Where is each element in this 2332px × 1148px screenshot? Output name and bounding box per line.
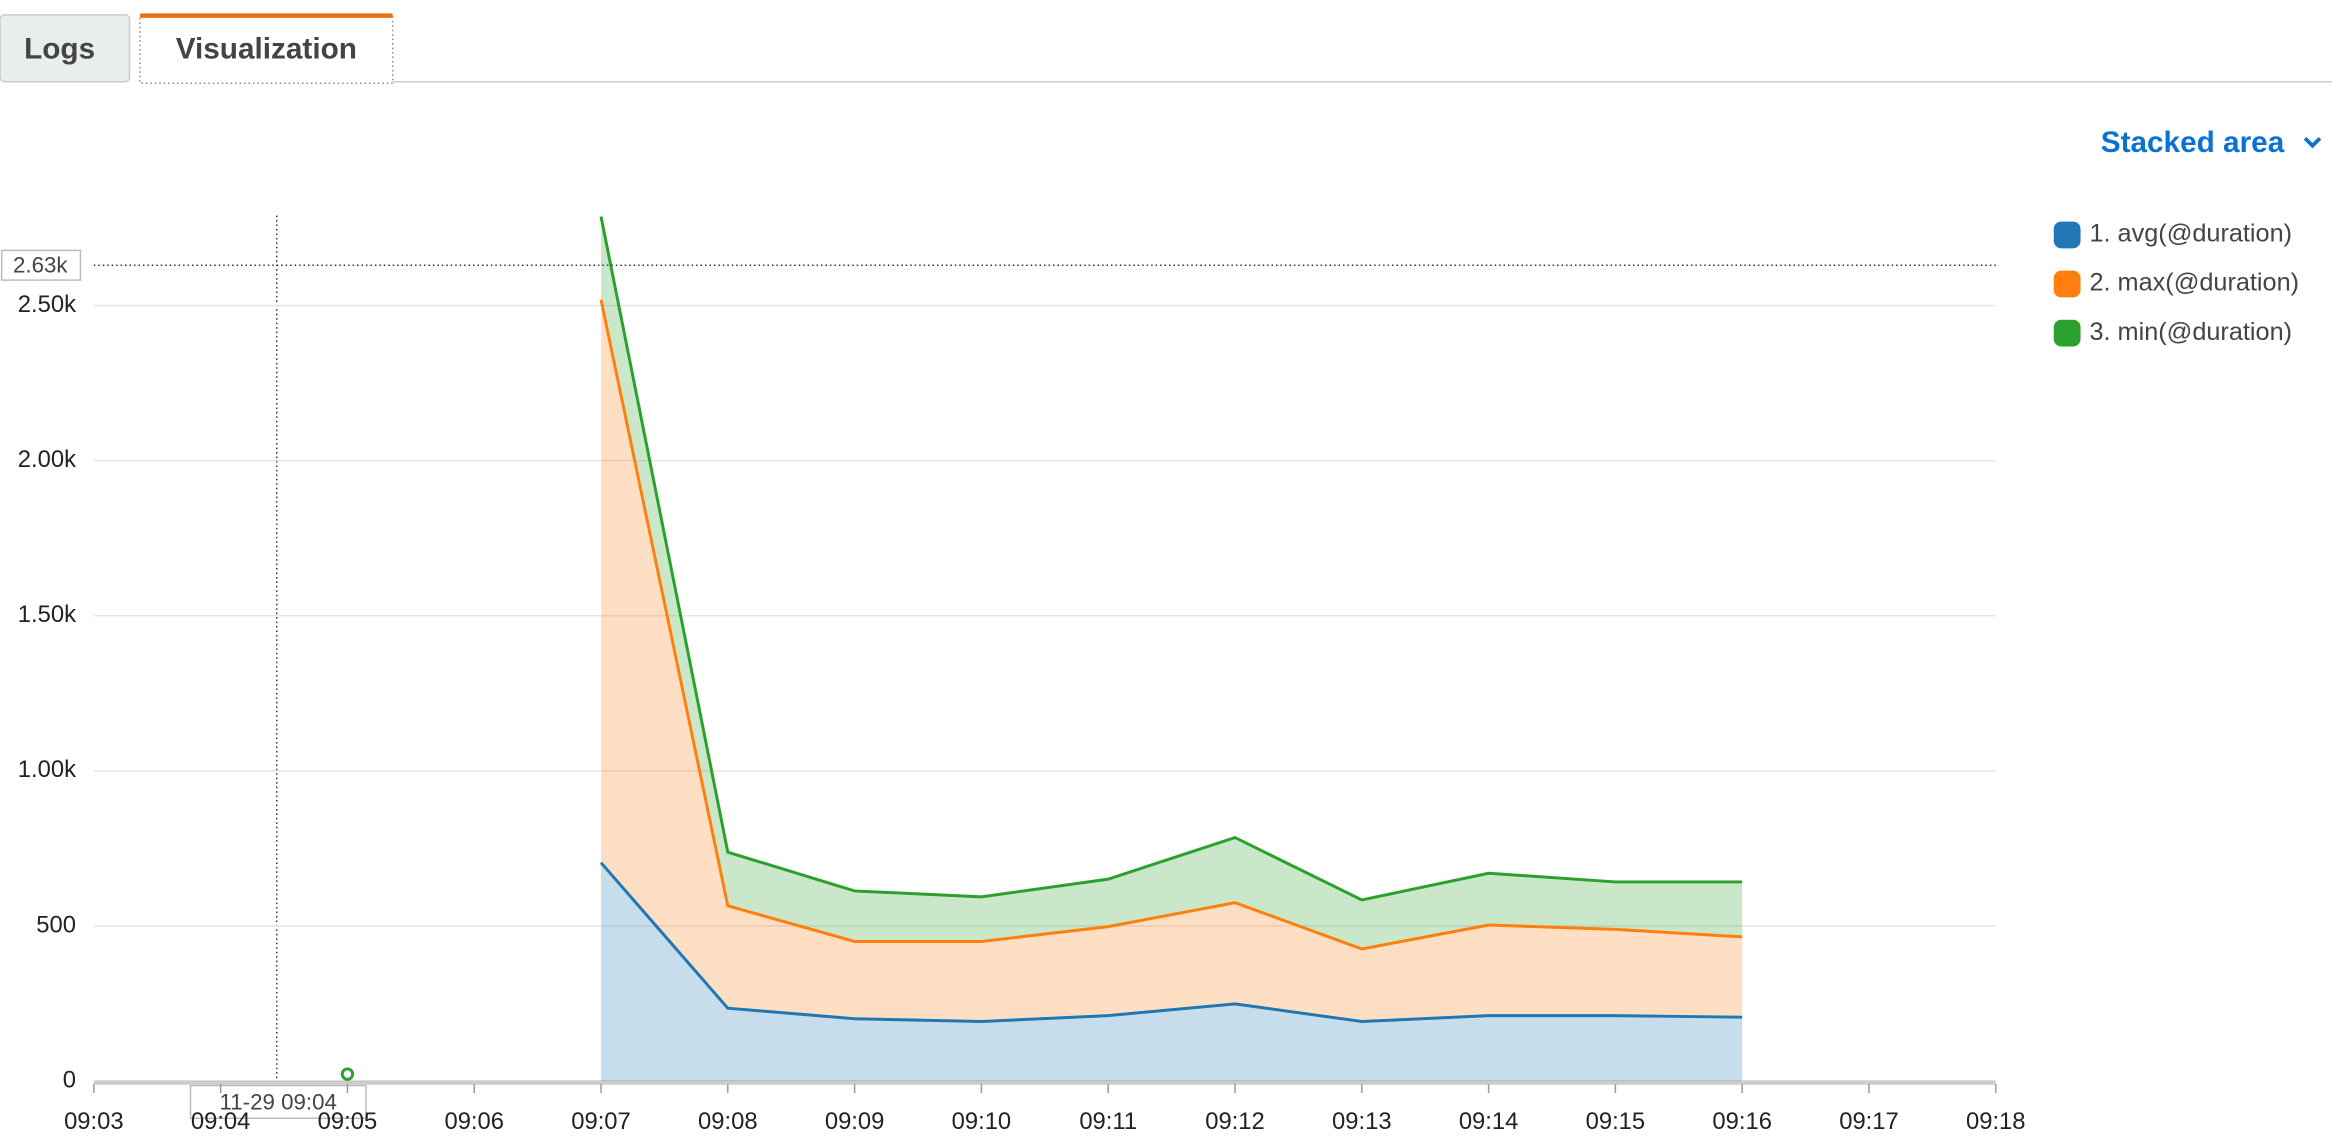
legend-label: 1. avg(@duration): [2089, 220, 2292, 248]
x-tick-label: 09:15: [1586, 1108, 1646, 1135]
y-tick-label: 2.50k: [18, 291, 76, 318]
y-tick-label: 2.00k: [18, 446, 76, 473]
x-tick-label: 09:07: [571, 1108, 631, 1135]
crosshair-x-box: [189, 1084, 367, 1120]
y-tick-label: 500: [36, 911, 76, 938]
line: [599, 216, 1743, 902]
legend-label: 2. max(@duration): [2089, 269, 2299, 297]
logs-tab-label[interactable]: Logs: [24, 32, 95, 65]
area: [601, 216, 1743, 949]
x-tick-label: 09:17: [1839, 1108, 1899, 1135]
x-tick-label: 09:18: [1966, 1108, 2026, 1135]
area: [601, 862, 1743, 1082]
x-tick-label: 09:13: [1332, 1108, 1392, 1135]
tab-bar: Logs Visualization: [0, 13, 2332, 85]
y-tick-label: 1.50k: [18, 601, 76, 628]
x-tick-label: 09:04: [191, 1108, 251, 1135]
x-tick-label: 09:16: [1712, 1108, 1772, 1135]
x-tick-label: 09:06: [444, 1108, 504, 1135]
x-tick-label: 09:05: [318, 1108, 378, 1135]
line: [599, 299, 1743, 951]
y-tick-label: 0: [63, 1066, 76, 1093]
view-selector[interactable]: Stacked area: [2101, 126, 2285, 159]
legend-swatch: [2053, 221, 2081, 249]
crosshair-x-label: 11-29 09:04: [220, 1089, 337, 1114]
crosshair-y-box: [0, 249, 82, 281]
x-tick-label: 09:14: [1459, 1108, 1519, 1135]
legend-label: 3. min(@duration): [2089, 318, 2292, 346]
dropdown-chevron[interactable]: [2303, 136, 2322, 149]
crosshair-y-label: 2.63k: [13, 253, 68, 278]
logs-tab[interactable]: [0, 14, 131, 83]
area: [601, 299, 1743, 1022]
line: [599, 861, 1743, 1024]
plot: 0 500 1.00k 1.50k 2.00k 2.50k 09:03 09:04 09:05 0…: [0, 216, 2299, 1135]
x-tick-label: 09:09: [825, 1108, 885, 1135]
x-tick-label: 09:12: [1205, 1108, 1265, 1135]
x-tick-label: 09:11: [1079, 1108, 1137, 1135]
visualization-tab-label[interactable]: Visualization: [176, 32, 357, 65]
x-tick-label: 09:10: [952, 1108, 1012, 1135]
active-tab-indicator: [139, 13, 393, 18]
y-tick-label: 1.00k: [18, 756, 76, 783]
legend-swatch: [2053, 270, 2081, 298]
legend-swatch: [2053, 319, 2081, 347]
point: [340, 1067, 355, 1081]
x-tick-label: 09:03: [64, 1108, 124, 1135]
visualization-tab[interactable]: [139, 14, 394, 85]
x-tick-label: 09:08: [698, 1108, 758, 1135]
